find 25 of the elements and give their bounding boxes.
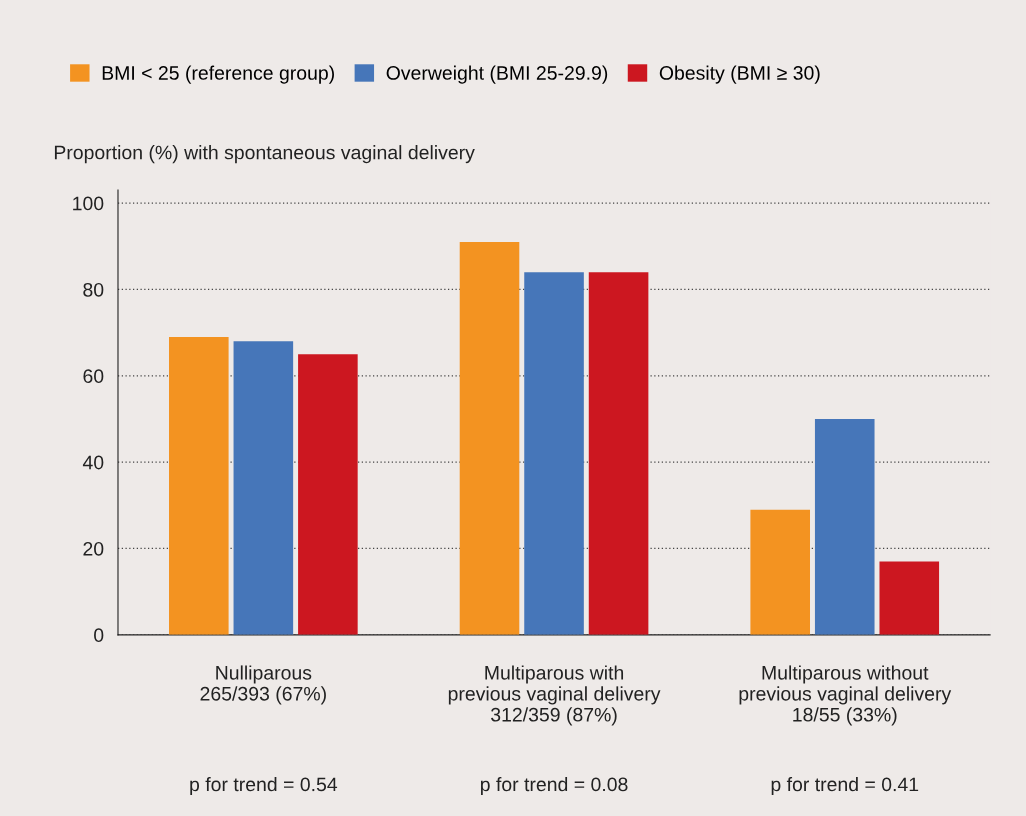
bar xyxy=(750,509,810,635)
y-tick-label: 40 xyxy=(82,455,104,470)
legend-label: Obesity (BMI ≥ 30) xyxy=(659,65,820,84)
y-tick-label: 0 xyxy=(94,628,104,643)
text: p for trend = 0.08 xyxy=(480,776,628,796)
y-tick-label: 60 xyxy=(83,369,104,384)
bar xyxy=(169,336,229,635)
text: p for trend = 0.41 xyxy=(771,776,919,796)
bar xyxy=(298,354,358,635)
y-tick-label: 20 xyxy=(83,541,104,556)
bar xyxy=(524,272,584,635)
y-axis-title: Proportion (%) with spontaneous vaginal delivery xyxy=(54,145,475,164)
bar xyxy=(879,561,940,635)
bar xyxy=(233,341,294,635)
text: p for trend = 0.54 xyxy=(190,776,338,796)
x-tick-label: Multiparous without previous vaginal delivery 18/55 (33%) xyxy=(739,665,952,726)
y-tick-label: 100 xyxy=(73,196,104,211)
x-tick-label: Nulliparous 265/393 (67%) xyxy=(200,665,326,705)
bar xyxy=(588,272,649,635)
x-tick-label: Multiparous with previous vaginal delivery 312/359 (87%) xyxy=(448,665,661,726)
bar xyxy=(459,241,520,635)
legend-label: BMI < 25 (reference group) xyxy=(102,65,334,84)
y-tick-label: 80 xyxy=(83,282,104,297)
bar xyxy=(814,418,875,635)
legend-label: Overweight (BMI 25-29.9) xyxy=(386,65,608,84)
